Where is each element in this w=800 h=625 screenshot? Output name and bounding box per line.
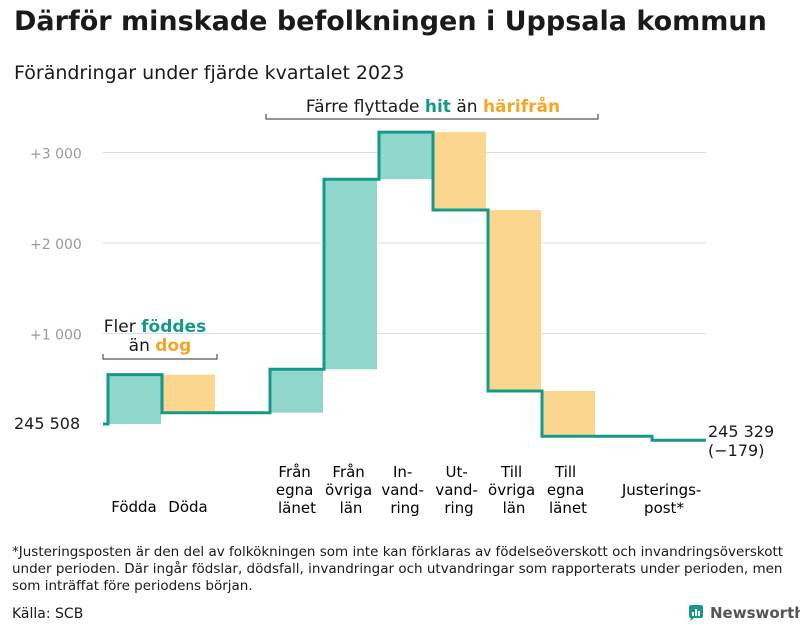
gridlines: +1 000 +2 000 +3 000: [30, 147, 706, 344]
migration-annotation-teal: hit: [425, 97, 451, 117]
births-bracket: [102, 354, 218, 360]
end-value-label: 245 329: [708, 422, 774, 441]
x-label-justering: Justerings- post*: [621, 481, 706, 517]
births-annotation-an: än: [129, 336, 150, 356]
bar-8: [542, 390, 595, 437]
bar-2: [162, 374, 215, 413]
births-annotation-fler: Fler: [104, 317, 136, 337]
waterfall-chart: +1 000 +2 000 +3 000 245 508 245 329 (−179…: [14, 95, 774, 517]
cumulative-step-line: [103, 130, 706, 442]
migration-bracket: [265, 114, 599, 120]
x-label-invandring: In- vand- ring: [381, 463, 428, 517]
births-annotation-line2: än dog: [129, 336, 192, 356]
bar-1: [108, 374, 161, 424]
bar-3: [270, 369, 323, 413]
births-annotation-orange: dog: [155, 336, 191, 356]
bars: [108, 132, 595, 437]
chart-title: Därför minskade befolkningen i Uppsala k…: [14, 6, 767, 37]
y-tick-label-3: +3 000: [30, 147, 82, 163]
y-tick-label-2: +2 000: [30, 237, 82, 253]
x-label-fran-ovriga: Från övriga län: [325, 463, 377, 517]
births-annotation-line1: Fler föddes: [104, 317, 206, 337]
newsworthy-logo-text: Newsworthy: [710, 604, 800, 622]
migration-annotation-orange: härifrån: [483, 95, 560, 117]
bar-7: [488, 209, 541, 391]
births-annotation-teal: föddes: [141, 317, 206, 337]
source: Källa: SCB: [12, 606, 84, 622]
step-line: [103, 130, 706, 442]
x-label-till-egna: Till egna länet: [547, 463, 589, 517]
end-change-label: (−179): [708, 441, 764, 460]
newsworthy-logo: Newsworthy: [688, 604, 800, 622]
newsworthy-logo-icon: [689, 605, 703, 621]
bar-5: [379, 132, 432, 180]
x-label-fran-egna: Från egna länet: [276, 463, 318, 517]
x-label-utvandring: Ut- vand- ring: [435, 463, 482, 517]
x-label-till-ovriga: Till övriga län: [488, 463, 540, 517]
footnote: *Justeringsposten är den del av folkökni…: [12, 544, 784, 594]
migration-annotation: Färre flyttade hit än härifrån: [306, 95, 560, 117]
x-label-doda: Döda: [168, 498, 207, 516]
y-tick-label-1: +1 000: [30, 328, 82, 344]
migration-annotation-mid: än: [456, 97, 477, 117]
bar-4: [324, 179, 377, 370]
chart-subtitle: Förändringar under fjärde kvartalet 2023: [14, 62, 405, 84]
migration-annotation-pre: Färre flyttade: [306, 97, 420, 117]
bar-6: [433, 132, 486, 210]
x-label-fodda: Födda: [111, 498, 157, 516]
start-value-label: 245 508: [14, 414, 80, 433]
